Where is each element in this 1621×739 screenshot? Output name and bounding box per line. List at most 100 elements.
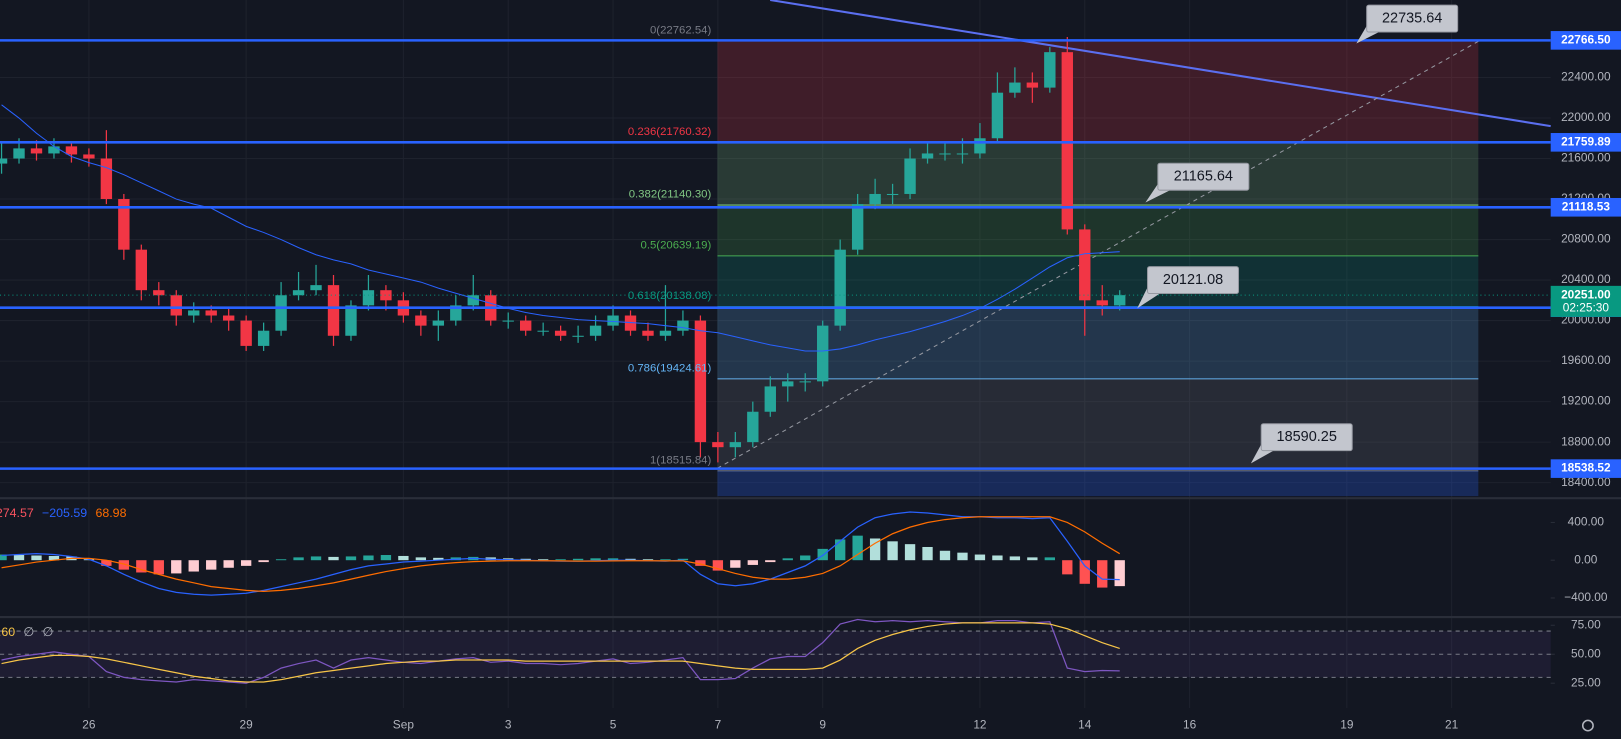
histogram-bar [625,558,636,561]
y-tick-label: 20400.00 [1561,272,1611,286]
histogram-bar [31,555,42,561]
candle-body [589,325,602,336]
candle-body [572,335,584,337]
fib-label: 0.618(20138.08) [628,290,712,302]
indicator-legend: 274.57 [0,506,34,520]
candle-body [345,305,357,336]
settings-icon[interactable] [1581,719,1594,732]
histogram-bar [153,560,164,575]
y-tick-label: 22000.00 [1561,110,1611,124]
histogram-bar [800,555,811,561]
candle-body [30,148,43,154]
histogram-bar [555,559,566,561]
y-tick-label: 0.00 [1574,552,1598,566]
x-tick-label: 14 [1078,718,1092,732]
histogram-bar [957,552,968,561]
histogram-bar [310,556,322,561]
candle-body [799,381,811,383]
histogram-bar [363,555,374,561]
histogram-bar [171,560,182,574]
x-tick-label: 29 [240,718,254,732]
settings-gear[interactable] [1581,719,1594,732]
x-tick-label: Sep [393,718,415,732]
countdown-label: 02:25:30 [1563,301,1610,315]
histogram-bar [398,555,409,561]
histogram-bar [695,560,706,566]
y-tick-label: 75.00 [1571,617,1601,631]
callout-label: 20121.08 [1163,272,1223,288]
y-tick-label: −400.00 [1564,590,1608,604]
candle-body [1061,52,1073,230]
histogram-bar [747,560,758,565]
callout-box [1147,266,1240,295]
moving-average [1,104,1120,352]
histogram-bar [380,555,392,561]
candle-body [292,290,305,296]
histogram-bar [1062,560,1073,575]
candle-body [677,320,689,331]
candle-body [135,249,148,291]
x-tick-label: 12 [973,718,986,732]
fib-label: 0.236(21760.32) [628,126,712,138]
histogram-bar [712,560,724,571]
last-price-box [1550,285,1621,317]
histogram-bar [852,535,863,561]
histogram-bar [1097,560,1108,588]
candle-body [694,320,707,443]
histogram-bar [118,560,130,570]
level-price-box [1550,133,1621,152]
last-price-label: 20251.00 [1561,287,1611,301]
candle-body [921,153,934,159]
indicator-legend: ∅ [43,625,54,639]
histogram-bar [0,554,7,561]
x-tick-label: 5 [610,718,617,732]
histogram-bar [293,557,304,561]
callout-box [1157,162,1250,191]
y-tick-label: 50.00 [1571,646,1601,660]
level-price-box [1550,31,1621,50]
indicator-legend: .60 [0,625,15,639]
candle-body [327,285,340,336]
histogram-bar [887,541,898,561]
histogram-bar [642,559,654,561]
candle-body [624,315,637,331]
histogram-bar [328,556,339,561]
y-tick-label: 18400.00 [1561,475,1611,489]
indicator-line [1,622,1120,683]
candle-body [729,442,742,448]
candle-body [869,193,881,205]
level-price-label: 18538.52 [1561,461,1611,475]
candle-body [362,290,375,306]
callout-box [1260,423,1353,452]
fib-band [717,142,1479,206]
candle-body [904,158,916,194]
y-tick-label: 22400.00 [1561,70,1611,84]
histogram-bar [922,546,933,561]
histogram-bar [345,556,357,561]
fib-band [717,378,1479,471]
candle-body [48,146,60,154]
trend-line [770,0,1551,128]
candle-body [991,92,1004,139]
level-price-label: 21759.89 [1561,134,1611,148]
labels: 26 29 Sep 3 5 7 9 12 14 16 19 21 0(22762.54) 0.236(21… [0,4,1621,732]
x-tick-label: 21 [1445,718,1459,732]
histogram-bar [206,560,217,570]
candle-body [554,330,567,336]
fib-band [717,306,1479,379]
histogram-bar [607,558,619,561]
x-tick-label: 19 [1340,718,1354,732]
histogram-bar [782,558,793,561]
histogram-bar [101,560,112,566]
histogram-bar [258,560,269,563]
candle-body [974,138,986,154]
histogram-bar [765,560,776,563]
histogram-bar [939,550,951,561]
candle-body [851,204,864,250]
candle-body [1096,300,1108,306]
fib-band [717,40,1479,143]
histogram-bar [677,558,689,561]
candle-body [310,285,322,291]
candle-body [257,330,270,346]
fib-label: 0.382(21140.30) [629,189,712,201]
